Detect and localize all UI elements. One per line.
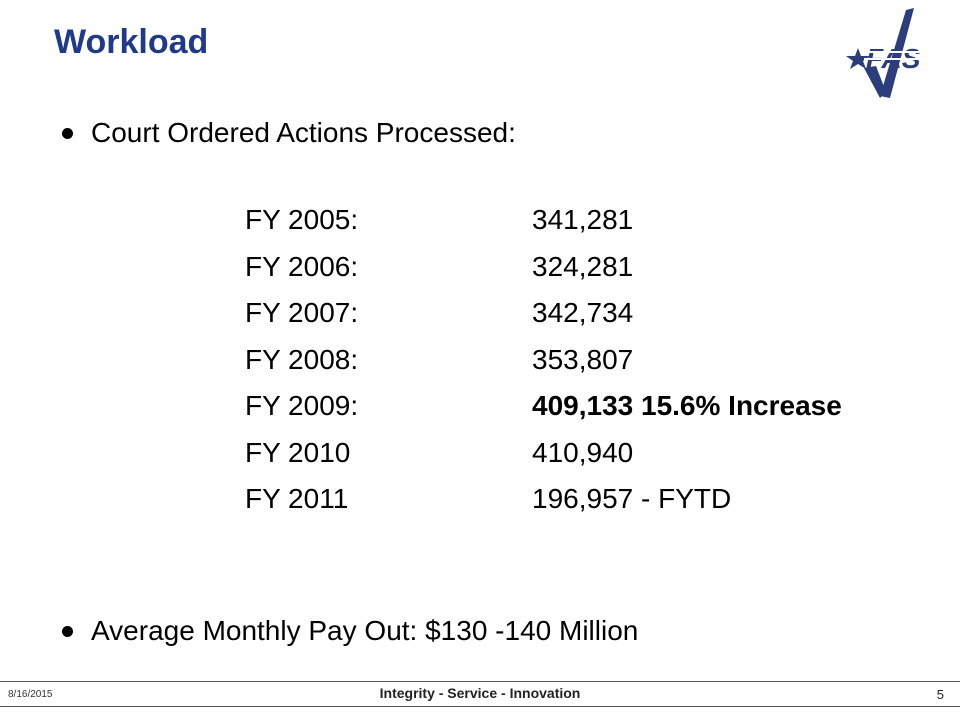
fy-label: FY 2006: — [245, 250, 359, 282]
slide-title: Workload — [54, 23, 209, 61]
fy-value: 342,734 — [532, 297, 634, 328]
fy-label: FY 2005: — [245, 204, 359, 235]
fy-value: 341,281 — [532, 204, 634, 235]
fy-label: FY 2009: — [245, 390, 359, 421]
bullet-icon — [62, 128, 73, 139]
logo-checkmark-tail — [864, 66, 886, 98]
fy-value: 324,281 — [532, 250, 634, 282]
dfas-logo: FAS — [846, 8, 934, 98]
fy-label: FY 2008: — [245, 343, 359, 375]
fy-value: 353,807 — [532, 343, 634, 375]
fy-value: 196,957 - FYTD — [532, 483, 732, 514]
footer-date: 8/16/2015 — [8, 689, 53, 700]
bullet-text: Court Ordered Actions Processed: — [91, 117, 516, 148]
logo-star — [846, 48, 870, 69]
fy-label: FY 2010 — [245, 436, 351, 468]
page-number: 5 — [936, 687, 944, 702]
bullet-icon — [62, 626, 73, 637]
fy-value-emphasized: 409,133 15.6% Increase — [532, 390, 842, 421]
footer-motto: Integrity - Service - Innovation — [379, 685, 581, 701]
bullet-text: Average Monthly Pay Out: $130 -140 Milli… — [91, 615, 639, 646]
slide-footer: 8/16/2015 Integrity - Service - Innovati… — [0, 681, 960, 707]
fy-value: 410,940 — [532, 436, 634, 468]
fy-label: FY 2011 — [245, 483, 349, 514]
fy-label: FY 2007: — [245, 297, 359, 328]
